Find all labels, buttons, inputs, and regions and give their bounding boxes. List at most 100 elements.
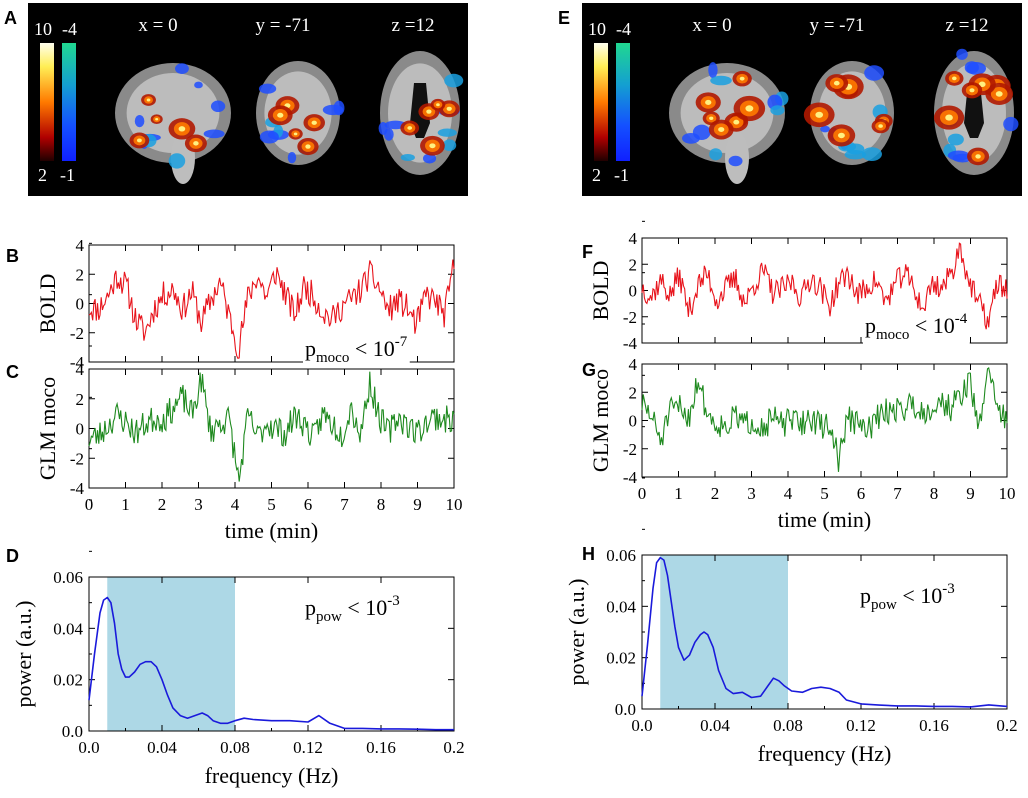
x-tick-label: 0	[638, 484, 647, 503]
x-tick-label: 9	[966, 484, 975, 503]
y-tick-label: 2	[76, 390, 85, 409]
x-axis-label: time (min)	[778, 507, 871, 532]
x-tick-label: 0.2	[996, 716, 1017, 735]
y-tick-label: 4	[76, 236, 85, 255]
y-tick-label: 0.02	[53, 671, 83, 690]
y-tick-label: -4	[70, 479, 85, 498]
y-tick-label: 2	[76, 265, 85, 284]
y-tick-label: -4	[623, 468, 638, 487]
y-tick-label: -2	[70, 449, 84, 468]
spectrum-panel-D: D 0.0 0.02 0.04 0.06 0.0 0.04 0.08 0.12 0.16 0.2 fr…	[6, 242, 465, 788]
x-tick-label: 0.0	[631, 716, 652, 735]
y-tick-label: 0	[629, 282, 638, 301]
brain-panel-E: E 10 -4 2 -1 x = 0 y = -71 z =12	[558, 3, 1022, 196]
x-tick-label: 10	[999, 484, 1016, 503]
sagittal-slice	[669, 62, 789, 184]
y-tick-label: -2	[623, 440, 637, 459]
significance-annotation: pmoco < 10-7	[305, 334, 408, 366]
colorbar-negative-max: -4	[62, 19, 77, 39]
colorbar-negative	[62, 43, 76, 161]
slice-coordinate: z =12	[946, 15, 989, 36]
sagittal-slice	[115, 63, 231, 184]
power-spectrum-line	[88, 596, 454, 731]
y-tick-label: -4	[623, 334, 638, 353]
timeseries-panel-C: C -4 -2 0 2 4 0 1 2 3 4 5 6 7 8 9 10 time (min) GLM moco	[6, 360, 463, 543]
y-axis-label: power (a.u.)	[11, 601, 36, 708]
y-tick-label: 0.06	[53, 568, 83, 587]
y-tick-label: 2	[629, 255, 638, 274]
timeseries-panel-F: F -4 -2 0 2 4 BOLD pmoco < 10-4	[582, 229, 1008, 353]
y-tick-label: 0.0	[615, 700, 636, 719]
y-tick-label: -2	[623, 308, 637, 327]
slice-coordinate: x = 0	[692, 15, 731, 36]
axial-slice	[933, 48, 1019, 175]
coronal-slice	[256, 61, 345, 165]
x-axis-label: frequency (Hz)	[205, 763, 339, 788]
y-tick-label: 0.06	[606, 546, 636, 565]
x-tick-label: 4	[231, 495, 240, 514]
y-tick-label: 0	[629, 412, 638, 431]
axial-slice	[378, 51, 464, 175]
x-tick-label: 4	[784, 484, 793, 503]
y-tick-label: 4	[629, 229, 638, 248]
x-axis-label: frequency (Hz)	[758, 741, 892, 766]
y-tick-label: 0.02	[606, 649, 636, 668]
x-tick-label: 0.12	[293, 738, 323, 757]
x-tick-label: 0.04	[147, 738, 177, 757]
x-tick-label: 1	[121, 495, 130, 514]
significance-annotation: ppow < 10-3	[860, 581, 955, 613]
colorbar-negative-min: -1	[60, 165, 75, 185]
y-axis-label: GLM moco	[35, 377, 60, 480]
slice-coordinate: y = -71	[809, 15, 864, 36]
coronal-slice	[803, 61, 894, 165]
slice-coordinate: x = 0	[138, 15, 177, 36]
colorbar-negative-max: -4	[616, 19, 631, 39]
x-tick-label: 0.0	[78, 738, 99, 757]
x-tick-label: 10	[446, 495, 463, 514]
colorbar-positive-min: 2	[38, 165, 47, 185]
brain-panel-A: A 10 -4 2 -1 x = 0 y = -71 z =12	[4, 3, 468, 196]
x-tick-label: 0.12	[846, 716, 876, 735]
series-line	[641, 242, 1008, 330]
x-tick-label: 7	[893, 484, 902, 503]
x-tick-label: 7	[340, 495, 349, 514]
y-axis-label: power (a.u.)	[564, 579, 589, 686]
colorbar-negative	[616, 43, 630, 161]
slice-coordinate: y = -71	[255, 15, 310, 36]
significance-annotation: pmoco < 10-4	[865, 311, 968, 343]
x-tick-label: 0.08	[220, 738, 250, 757]
frequency-band-highlight	[107, 577, 235, 731]
x-tick-label: 1	[674, 484, 683, 503]
panel-label-F: F	[582, 242, 593, 262]
significance-annotation: ppow < 10-3	[305, 593, 400, 625]
panel-label-A: A	[4, 8, 17, 28]
x-tick-label: 6	[857, 484, 866, 503]
series-line	[88, 259, 455, 359]
x-tick-label: 3	[194, 495, 203, 514]
timeseries-panel-B: B -4 -2 0 2 4 BOLD pmoco < 10-7	[6, 236, 455, 372]
series-line	[88, 371, 455, 482]
panel-label-H: H	[582, 544, 595, 564]
y-tick-label: 0.0	[62, 722, 83, 741]
colorbar-positive-max: 10	[34, 19, 52, 39]
panel-label-C: C	[6, 362, 19, 382]
slice-coordinate: z =12	[392, 15, 435, 36]
x-tick-label: 0.08	[773, 716, 803, 735]
panel-label-G: G	[582, 360, 596, 380]
panel-label-E: E	[558, 8, 570, 28]
x-tick-label: 5	[820, 484, 829, 503]
x-tick-label: 0	[85, 495, 94, 514]
power-spectrum-line	[641, 556, 1008, 708]
y-tick-label: 4	[76, 360, 85, 379]
timeseries-panel-G: G -4 -2 0 2 4 0 1 2 3 4 5 6 7 8 9 10 time (min) GLM moco	[582, 355, 1016, 532]
y-tick-label: 0	[76, 295, 85, 314]
y-tick-label: -2	[70, 324, 84, 343]
panel-label-D: D	[6, 546, 19, 566]
y-tick-label: 2	[629, 383, 638, 402]
colorbar-positive-min: 2	[592, 165, 601, 185]
panel-label-B: B	[6, 246, 19, 266]
y-axis-label: BOLD	[35, 274, 60, 334]
x-tick-label: 8	[377, 495, 386, 514]
plot-frame	[641, 363, 1008, 478]
